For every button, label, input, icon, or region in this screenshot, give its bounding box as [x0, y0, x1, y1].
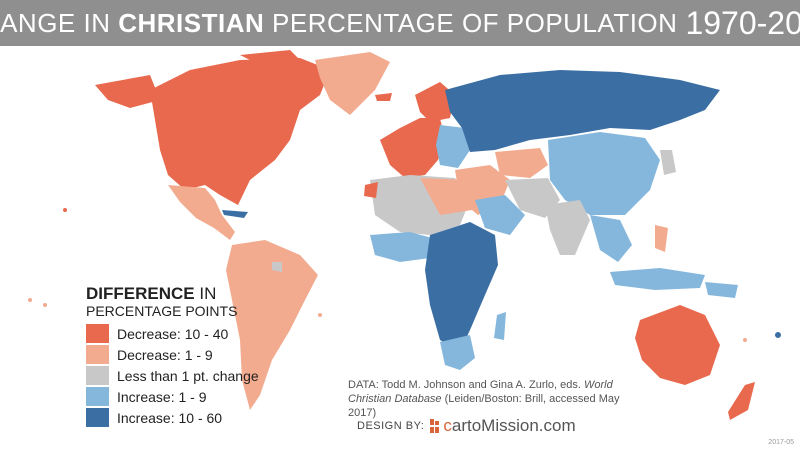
- title-years: 1970-2015: [685, 4, 800, 41]
- region-south-america: [226, 240, 318, 410]
- region-philippines: [655, 225, 668, 252]
- legend-item: Decrease: 10 - 40: [86, 323, 286, 344]
- legend-item: Increase: 10 - 60: [86, 407, 286, 428]
- region-australia: [635, 305, 720, 385]
- region-russia: [445, 70, 720, 152]
- legend-swatch: [86, 387, 109, 406]
- source-line-1-italic: World: [584, 379, 613, 391]
- legend-subtitle: PERCENTAGE POINTS: [86, 303, 238, 319]
- data-source: DATA: Todd M. Johnson and Gina A. Zurlo,…: [348, 378, 648, 420]
- region-madagascar: [494, 312, 506, 340]
- region-greenland: [315, 52, 390, 115]
- island-pacific-2: [43, 303, 47, 307]
- region-scandinavia: [415, 82, 455, 122]
- region-western-europe: [380, 118, 445, 178]
- region-papua: [705, 282, 738, 298]
- region-southeast-asia: [590, 215, 632, 262]
- legend-item: Decrease: 1 - 9: [86, 344, 286, 365]
- credit-brand-lead: c: [443, 416, 452, 435]
- legend-swatch: [86, 324, 109, 343]
- legend-item: Increase: 1 - 9: [86, 386, 286, 407]
- region-iceland: [375, 93, 392, 101]
- legend-title: DIFFERENCE IN: [86, 285, 286, 303]
- title-part-2: PERCENTAGE OF POPULATION: [264, 7, 678, 38]
- region-north-america: [150, 58, 330, 205]
- title-bar: CHANGE IN CHRISTIAN PERCENTAGE OF POPULA…: [0, 0, 800, 46]
- region-west-africa: [370, 232, 432, 262]
- legend-label: Decrease: 10 - 40: [117, 325, 229, 342]
- credit-brand-rest: artoMission.com: [451, 416, 576, 435]
- region-east-asia: [548, 132, 660, 215]
- region-new-zealand: [728, 382, 755, 420]
- legend-swatch: [86, 366, 109, 385]
- region-suriname: [272, 262, 282, 272]
- legend-items: Decrease: 10 - 40 Decrease: 1 - 9 Less tha…: [86, 323, 286, 428]
- legend-label: Less than 1 pt. change: [117, 367, 259, 384]
- region-morocco: [364, 182, 378, 198]
- source-line-2-italic: Christian Database: [348, 393, 442, 405]
- legend-label: Increase: 10 - 60: [117, 409, 223, 426]
- source-line-1: DATA: Todd M. Johnson and Gina A. Zurlo,…: [348, 379, 585, 391]
- legend-title-bold: DIFFERENCE: [86, 284, 195, 303]
- region-arctic-islands: [240, 50, 305, 70]
- region-central-asia: [495, 148, 548, 178]
- version-label: 2017-05: [768, 439, 794, 446]
- region-mexico: [168, 185, 235, 240]
- region-indonesia: [610, 268, 705, 290]
- island-pacific-4: [743, 338, 747, 342]
- region-southern-africa: [440, 335, 475, 370]
- world-map: [28, 50, 781, 420]
- region-egypt-libya: [420, 178, 472, 215]
- region-cuba: [222, 210, 248, 218]
- source-line-2: (Leiden/Boston: Brill, accessed May 2017…: [348, 393, 620, 419]
- legend-title-rest: IN: [194, 284, 217, 303]
- island-hawaii: [63, 208, 67, 212]
- legend-item: Less than 1 pt. change: [86, 365, 286, 386]
- title-emphasis: CHRISTIAN: [118, 7, 265, 38]
- legend-swatch: [86, 408, 109, 427]
- island-pacific-1: [28, 298, 32, 302]
- legend: DIFFERENCE IN PERCENTAGE POINTS Decrease…: [86, 285, 286, 428]
- region-japan: [660, 150, 676, 175]
- design-credit: DESIGN BY: c artoMission.com: [357, 416, 576, 436]
- region-central-africa: [425, 222, 498, 352]
- region-eastern-europe: [436, 125, 470, 168]
- region-alaska: [95, 75, 160, 108]
- title-part-1: CHANGE IN: [0, 7, 111, 38]
- legend-label: Increase: 1 - 9: [117, 388, 207, 405]
- cartomission-logo-icon: [430, 419, 440, 433]
- island-atlantic: [318, 313, 322, 317]
- region-arabia: [475, 195, 525, 235]
- island-pacific-3: [775, 332, 781, 338]
- legend-swatch: [86, 345, 109, 364]
- region-india: [545, 200, 590, 255]
- credit-prefix: DESIGN BY:: [357, 420, 425, 432]
- legend-label: Decrease: 1 - 9: [117, 346, 213, 363]
